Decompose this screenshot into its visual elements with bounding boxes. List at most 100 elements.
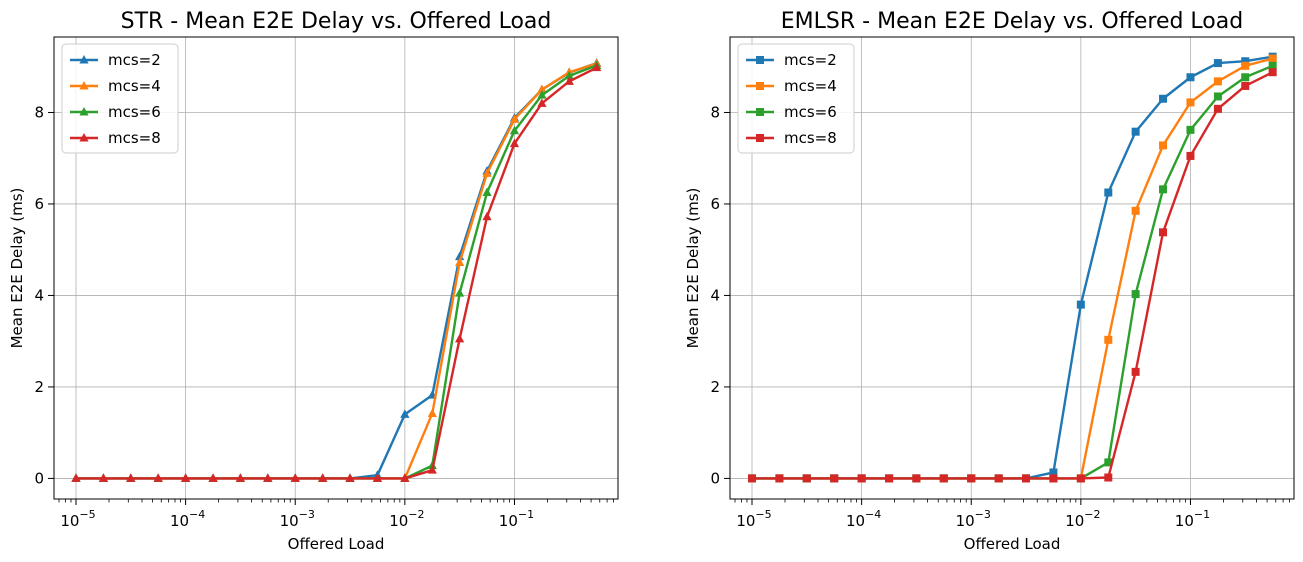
series-line-mcs-8 — [752, 71, 1274, 480]
x-axis-label: Offered Load — [964, 535, 1061, 553]
x-tick-base: 10 — [736, 512, 755, 530]
x-tick-base: 10 — [499, 512, 518, 530]
data-point — [537, 98, 547, 107]
legend-marker — [79, 133, 89, 142]
y-axis-label: Mean E2E Delay (ms) — [8, 188, 26, 349]
data-point — [455, 333, 465, 343]
data-point — [455, 288, 465, 297]
x-tick-label: 10−1 — [1175, 508, 1210, 530]
plot-area — [747, 52, 1277, 483]
data-point — [71, 473, 81, 482]
x-tick-label: 10−4 — [170, 508, 205, 530]
data-point — [775, 474, 784, 483]
x-tick-label: 10−5 — [736, 508, 771, 530]
legend-label: mcs=6 — [784, 103, 837, 121]
data-point — [564, 70, 574, 80]
data-point — [235, 473, 245, 482]
legend-label: mcs=8 — [108, 129, 161, 147]
data-point — [1076, 474, 1085, 483]
data-point — [537, 90, 547, 99]
data-point — [1241, 61, 1250, 70]
data-point — [126, 473, 136, 482]
x-tick-exponent: −4 — [865, 508, 881, 521]
x-tick-exponent: −2 — [1084, 508, 1100, 521]
x-tick-label: 10−1 — [499, 508, 534, 530]
x-tick-exponent: −1 — [518, 508, 534, 521]
data-point — [1268, 68, 1277, 77]
x-tick-base: 10 — [1175, 512, 1194, 530]
legend-marker — [756, 134, 764, 142]
data-point — [1159, 228, 1168, 237]
data-point — [181, 473, 191, 482]
data-point — [427, 465, 437, 474]
data-point — [1186, 98, 1195, 107]
data-point — [1213, 104, 1222, 113]
legend-marker — [79, 81, 89, 90]
x-tick-label: 10−3 — [280, 508, 315, 530]
data-point — [509, 138, 520, 148]
data-point — [400, 473, 410, 482]
y-tick-label: 4 — [710, 286, 720, 304]
data-point — [290, 473, 300, 482]
x-tick-base: 10 — [170, 512, 189, 530]
data-point — [1213, 92, 1222, 101]
x-tick-label: 10−2 — [389, 508, 424, 530]
data-point — [1268, 61, 1277, 70]
data-point — [208, 473, 218, 482]
plot-area — [71, 58, 602, 482]
data-point — [1104, 188, 1113, 197]
data-point — [537, 84, 547, 94]
data-point — [592, 62, 602, 72]
y-tick-label: 4 — [34, 286, 44, 304]
x-tick-base: 10 — [60, 512, 79, 530]
y-tick-label: 6 — [34, 195, 44, 213]
data-point — [482, 211, 492, 221]
x-tick-label: 10−4 — [846, 508, 881, 530]
data-point — [263, 473, 273, 482]
y-tick-label: 2 — [710, 378, 720, 396]
x-tick-base: 10 — [846, 512, 865, 530]
data-point — [1049, 468, 1058, 477]
y-tick-label: 0 — [710, 469, 720, 487]
data-point — [1131, 127, 1140, 136]
chart-title: STR - Mean E2E Delay vs. Offered Load — [121, 9, 552, 34]
data-point — [482, 187, 492, 197]
data-point — [509, 114, 520, 123]
data-point — [1076, 300, 1085, 309]
data-point — [1213, 59, 1222, 68]
legend-box — [61, 43, 179, 154]
x-tick-base: 10 — [389, 512, 408, 530]
x-tick-exponent: −5 — [755, 508, 771, 521]
legend: mcs=2 mcs=4 mcs=6 mcs=8 — [61, 43, 179, 154]
legend-marker — [756, 56, 764, 64]
data-point — [1241, 57, 1250, 66]
data-point — [98, 473, 109, 482]
x-tick-exponent: −3 — [975, 508, 991, 521]
x-tick-exponent: −2 — [408, 508, 424, 521]
legend-marker — [79, 107, 89, 116]
x-tick-base: 10 — [956, 512, 975, 530]
y-tick-label: 0 — [34, 469, 44, 487]
data-point — [372, 473, 383, 482]
legend-marker — [756, 108, 764, 116]
data-point — [747, 474, 756, 483]
legend-label: mcs=4 — [108, 77, 161, 95]
chart-title: EMLSR - Mean E2E Delay vs. Offered Load — [781, 9, 1243, 34]
data-point — [1241, 81, 1250, 90]
legend-marker — [79, 55, 89, 64]
legend-label: mcs=8 — [784, 129, 837, 147]
data-point — [1131, 367, 1140, 376]
data-point — [857, 474, 866, 483]
x-tick-exponent: −3 — [299, 508, 315, 521]
legend-label: mcs=4 — [784, 77, 837, 95]
data-point — [1268, 54, 1277, 63]
legend-marker — [756, 82, 764, 90]
data-point — [455, 257, 465, 267]
legend-label: mcs=2 — [108, 51, 161, 69]
legend-label: mcs=2 — [784, 51, 837, 69]
data-point — [802, 474, 811, 483]
data-point — [1049, 474, 1058, 483]
x-axis-label: Offered Load — [288, 535, 385, 553]
data-point — [1159, 141, 1168, 150]
